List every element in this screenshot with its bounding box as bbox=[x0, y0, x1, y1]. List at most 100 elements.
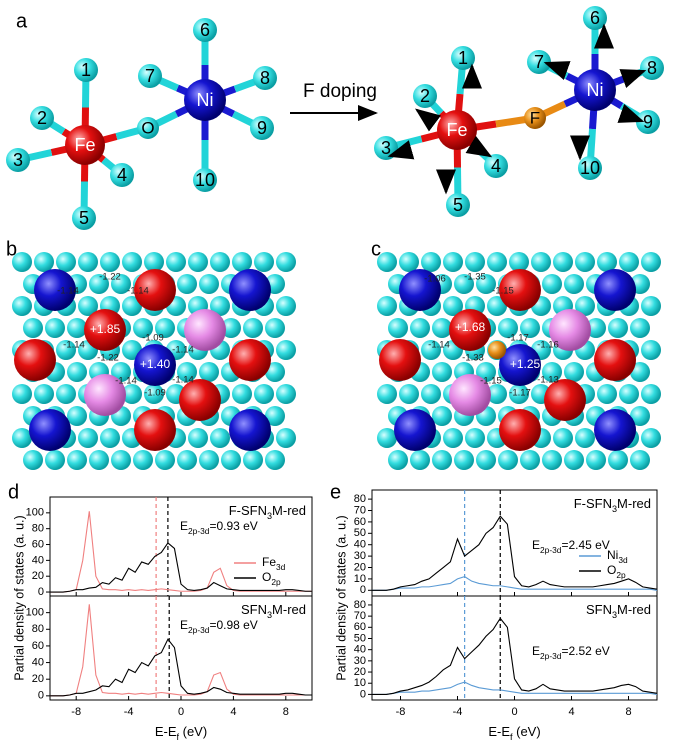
charge-label: -1.16 bbox=[537, 340, 559, 351]
charge-label: +1.40 bbox=[140, 357, 171, 371]
atom bbox=[184, 79, 226, 121]
annotation-part: =2.45 eV bbox=[561, 538, 609, 552]
atom bbox=[531, 252, 551, 272]
y-tick-label: 0 bbox=[360, 584, 366, 596]
atom bbox=[446, 193, 470, 217]
displacement-arrow bbox=[617, 104, 645, 123]
subplot-title: F-SFN3M-red bbox=[229, 503, 306, 521]
subplot-title-part: SFN bbox=[241, 602, 267, 617]
atom bbox=[597, 384, 617, 404]
subplot-title-part: 3 bbox=[267, 511, 272, 521]
charge-label: -1.35 bbox=[464, 272, 486, 283]
subplot-title-part: SFN bbox=[586, 602, 612, 617]
atom bbox=[45, 450, 65, 470]
subplot-title-part: M-red bbox=[272, 602, 306, 617]
atom bbox=[253, 66, 277, 90]
annotation-part: E bbox=[532, 644, 540, 658]
x-axis-label: E-Ef (eV) bbox=[155, 724, 207, 742]
atom bbox=[443, 252, 463, 272]
atom bbox=[56, 252, 76, 272]
y-tick-label: 10 bbox=[354, 677, 366, 689]
annotation: E2p-3d=2.45 eV bbox=[532, 538, 610, 555]
atom bbox=[575, 252, 595, 272]
atom bbox=[594, 269, 636, 311]
series-line bbox=[50, 604, 312, 697]
legend-label: Fe3d bbox=[262, 555, 286, 572]
atom bbox=[78, 252, 98, 272]
annotation: E2p-3d=0.98 eV bbox=[180, 618, 258, 635]
atom bbox=[155, 318, 175, 338]
legend-label-part: 3d bbox=[618, 555, 628, 565]
y-tick-label: 80 bbox=[354, 599, 366, 611]
atom bbox=[487, 384, 507, 404]
annotation-part: =0.98 eV bbox=[209, 618, 257, 632]
x-tick-label: -8 bbox=[71, 706, 81, 718]
atom bbox=[72, 206, 96, 230]
y-tick-label: 80 bbox=[32, 523, 44, 535]
atom bbox=[641, 428, 661, 448]
atom bbox=[265, 318, 285, 338]
subplot-title: SFN3M-red bbox=[586, 602, 651, 620]
atom bbox=[184, 309, 226, 351]
subplot-title-part: 3 bbox=[612, 504, 617, 514]
atom bbox=[243, 450, 263, 470]
atom bbox=[155, 450, 175, 470]
atom bbox=[67, 362, 87, 382]
atom bbox=[111, 450, 131, 470]
atom bbox=[23, 318, 43, 338]
atom bbox=[630, 318, 650, 338]
atom bbox=[111, 274, 131, 294]
atom bbox=[465, 252, 485, 272]
charge-label: -1.09 bbox=[142, 333, 164, 344]
series-line bbox=[372, 576, 658, 591]
displacement-arrow bbox=[543, 61, 571, 80]
atom bbox=[45, 318, 65, 338]
y-axis-label: Partial density of states (a. u.) bbox=[12, 515, 26, 680]
legend-label-part: O bbox=[607, 563, 616, 577]
atom bbox=[56, 384, 76, 404]
atom bbox=[432, 318, 452, 338]
atom bbox=[379, 339, 421, 381]
y-tick-label: 30 bbox=[354, 550, 366, 562]
atom bbox=[276, 384, 296, 404]
atom bbox=[34, 269, 76, 311]
charge-label: -1.14 bbox=[57, 286, 79, 297]
atom-label: Fe bbox=[446, 120, 467, 140]
atom bbox=[597, 252, 617, 272]
atom bbox=[449, 374, 491, 416]
charge-label: -1.09 bbox=[144, 388, 166, 399]
atom bbox=[394, 409, 436, 451]
atom bbox=[84, 309, 126, 351]
atom bbox=[399, 269, 441, 311]
x-axis-label-part: f bbox=[510, 732, 513, 742]
atom bbox=[432, 406, 452, 426]
charge-label: -1.14 bbox=[172, 345, 194, 356]
panel-label: b bbox=[6, 238, 17, 260]
atom bbox=[193, 168, 217, 192]
atom bbox=[111, 362, 131, 382]
subplot-title-part: M-red bbox=[617, 496, 651, 511]
atom bbox=[14, 339, 56, 381]
atom bbox=[421, 252, 441, 272]
atom bbox=[177, 274, 197, 294]
annotation-part: 2p-3d bbox=[188, 625, 210, 635]
atom bbox=[188, 428, 208, 448]
atom bbox=[586, 450, 606, 470]
atom bbox=[276, 340, 296, 360]
atom-label: O bbox=[141, 118, 154, 137]
atom bbox=[454, 450, 474, 470]
atom bbox=[12, 296, 32, 316]
subplot-title-part: 3 bbox=[612, 610, 617, 620]
atom bbox=[34, 252, 54, 272]
atom-number: 7 bbox=[534, 52, 544, 72]
atom bbox=[265, 362, 285, 382]
subplot-title-part: M-red bbox=[272, 503, 306, 518]
atom bbox=[56, 340, 76, 360]
atom-number: 1 bbox=[458, 48, 468, 68]
atom bbox=[388, 450, 408, 470]
atom bbox=[232, 252, 252, 272]
atom bbox=[6, 148, 30, 172]
atom bbox=[177, 362, 197, 382]
atom bbox=[410, 318, 430, 338]
charge-label: -1.13 bbox=[537, 375, 559, 386]
